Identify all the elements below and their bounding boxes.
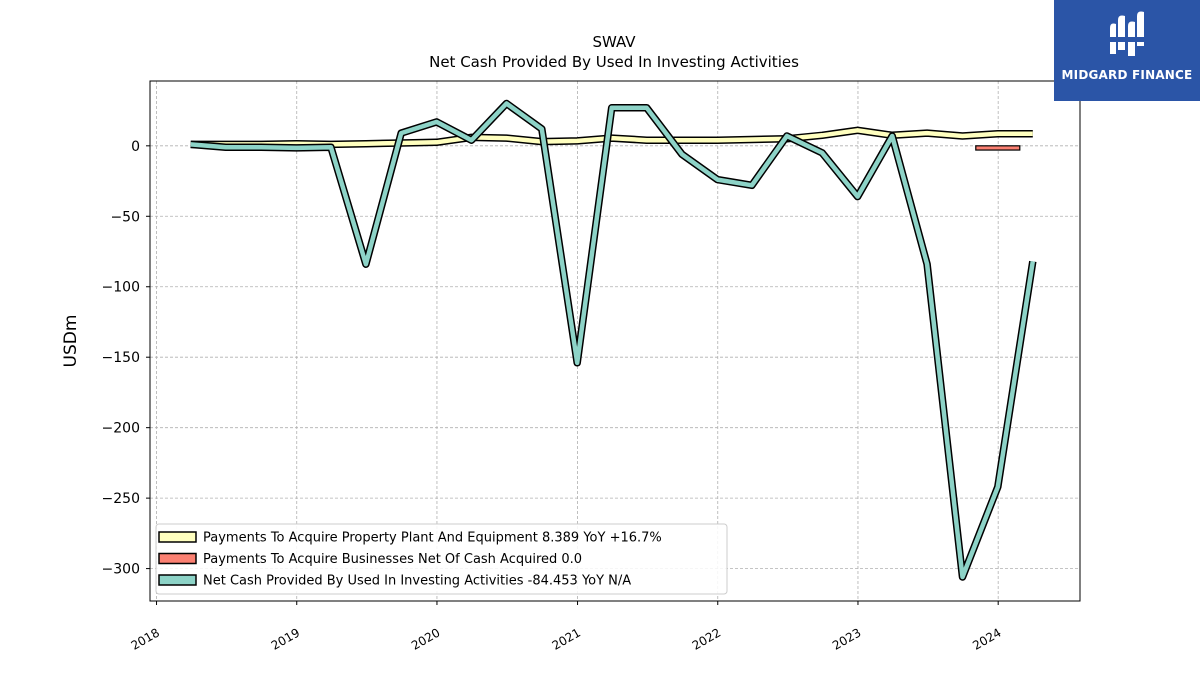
x-tick-label: 2022 — [690, 625, 723, 652]
legend-swatch — [158, 552, 197, 565]
legend: Payments To Acquire Property Plant And E… — [155, 523, 728, 595]
legend-label: Net Cash Provided By Used In Investing A… — [203, 574, 631, 589]
x-tick-label: 2019 — [269, 625, 302, 652]
series-line — [190, 101, 1036, 580]
chart-subtitle: Net Cash Provided By Used In Investing A… — [429, 53, 799, 71]
y-tick-label: −100 — [102, 280, 140, 296]
bar-mark — [975, 145, 1021, 151]
x-tick-label: 2024 — [970, 625, 1003, 652]
legend-label: Payments To Acquire Businesses Net Of Ca… — [203, 552, 582, 567]
y-tick-label: −250 — [102, 491, 140, 507]
legend-swatch — [158, 531, 197, 543]
chart-title: SWAV — [592, 33, 636, 51]
line-layer — [190, 99, 1037, 581]
brand-name: MIDGARD FINANCE — [1061, 68, 1193, 82]
y-tick-label: −200 — [102, 421, 140, 437]
legend-box — [155, 523, 728, 595]
y-tick-label: −150 — [102, 350, 140, 366]
plot-frame — [149, 80, 1081, 602]
x-tick-label: 2021 — [550, 625, 583, 652]
y-tick-label: −50 — [110, 209, 140, 225]
brand-logo: MIDGARD FINANCE — [1054, 0, 1200, 101]
x-tick-label: 2018 — [129, 625, 162, 652]
legend-label: Payments To Acquire Property Plant And E… — [203, 531, 662, 546]
x-tick-label: 2020 — [409, 625, 442, 652]
y-tick-label: 0 — [131, 139, 140, 155]
brand-mark-icon — [1108, 11, 1146, 56]
bar-layer — [975, 145, 1021, 151]
y-axis: 0 −50 −100 −150 −200 −250 −300 — [102, 139, 150, 578]
plot-area — [150, 81, 1080, 601]
y-tick-label: −300 — [102, 562, 140, 578]
x-tick-label: 2023 — [830, 625, 863, 652]
x-axis: 2018 2019 2020 2021 2022 2023 2024 — [129, 601, 1004, 653]
y-axis-label: USDm — [61, 315, 81, 368]
legend-swatch — [158, 574, 197, 586]
